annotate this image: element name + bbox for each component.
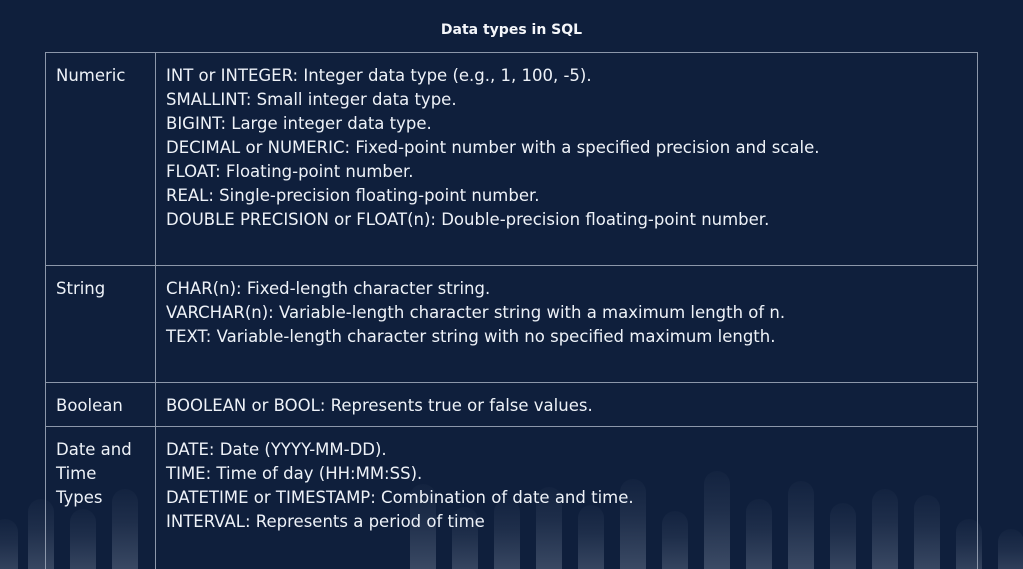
type-description: DOUBLE PRECISION or FLOAT(n): Double-pre… bbox=[166, 210, 770, 229]
category-label: String bbox=[56, 279, 106, 298]
type-description: DECIMAL or NUMERIC: Fixed-point number w… bbox=[166, 138, 820, 157]
type-description: TIME: Time of day (HH:MM:SS). bbox=[166, 464, 423, 483]
type-description: INT or INTEGER: Integer data type (e.g.,… bbox=[166, 66, 592, 85]
type-description: INTERVAL: Represents a period of time bbox=[166, 512, 485, 531]
page-title: Data types in SQL bbox=[440, 22, 583, 38]
type-description: SMALLINT: Small integer data type. bbox=[166, 90, 457, 109]
category-cell: String bbox=[45, 265, 156, 383]
type-description: DATETIME or TIMESTAMP: Combination of da… bbox=[166, 488, 634, 507]
type-description: DATE: Date (YYYY-MM-DD). bbox=[166, 440, 387, 459]
category-label: Boolean bbox=[56, 396, 123, 415]
description-cell: BOOLEAN or BOOL: Represents true or fals… bbox=[155, 382, 978, 427]
table-row-string: String CHAR(n): Fixed-length character s… bbox=[45, 265, 978, 383]
type-description: BIGINT: Large integer data type. bbox=[166, 114, 432, 133]
type-description: TEXT: Variable-length character string w… bbox=[166, 327, 776, 346]
description-cell: CHAR(n): Fixed-length character string. … bbox=[155, 265, 978, 383]
category-label: Types bbox=[56, 488, 103, 507]
type-description: REAL: Single-precision floating-point nu… bbox=[166, 186, 540, 205]
category-cell: Numeric bbox=[45, 52, 156, 266]
type-description: VARCHAR(n): Variable-length character st… bbox=[166, 303, 786, 322]
type-description: CHAR(n): Fixed-length character string. bbox=[166, 279, 491, 298]
bg-bar bbox=[998, 529, 1023, 569]
category-label: Time bbox=[56, 464, 97, 483]
description-cell: DATE: Date (YYYY-MM-DD). TIME: Time of d… bbox=[155, 426, 978, 569]
table-row-numeric: Numeric INT or INTEGER: Integer data typ… bbox=[45, 52, 978, 266]
type-description: BOOLEAN or BOOL: Represents true or fals… bbox=[166, 396, 593, 415]
category-label: Date and bbox=[56, 440, 132, 459]
table-row-date-time: Date and Time Types DATE: Date (YYYY-MM-… bbox=[45, 426, 978, 569]
description-cell: INT or INTEGER: Integer data type (e.g.,… bbox=[155, 52, 978, 266]
data-types-table: Numeric INT or INTEGER: Integer data typ… bbox=[45, 52, 978, 569]
table-row-boolean: Boolean BOOLEAN or BOOL: Represents true… bbox=[45, 382, 978, 427]
category-cell: Boolean bbox=[45, 382, 156, 427]
category-label: Numeric bbox=[56, 66, 126, 85]
type-description: FLOAT: Floating-point number. bbox=[166, 162, 414, 181]
bg-bar bbox=[0, 519, 18, 569]
category-cell: Date and Time Types bbox=[45, 426, 156, 569]
